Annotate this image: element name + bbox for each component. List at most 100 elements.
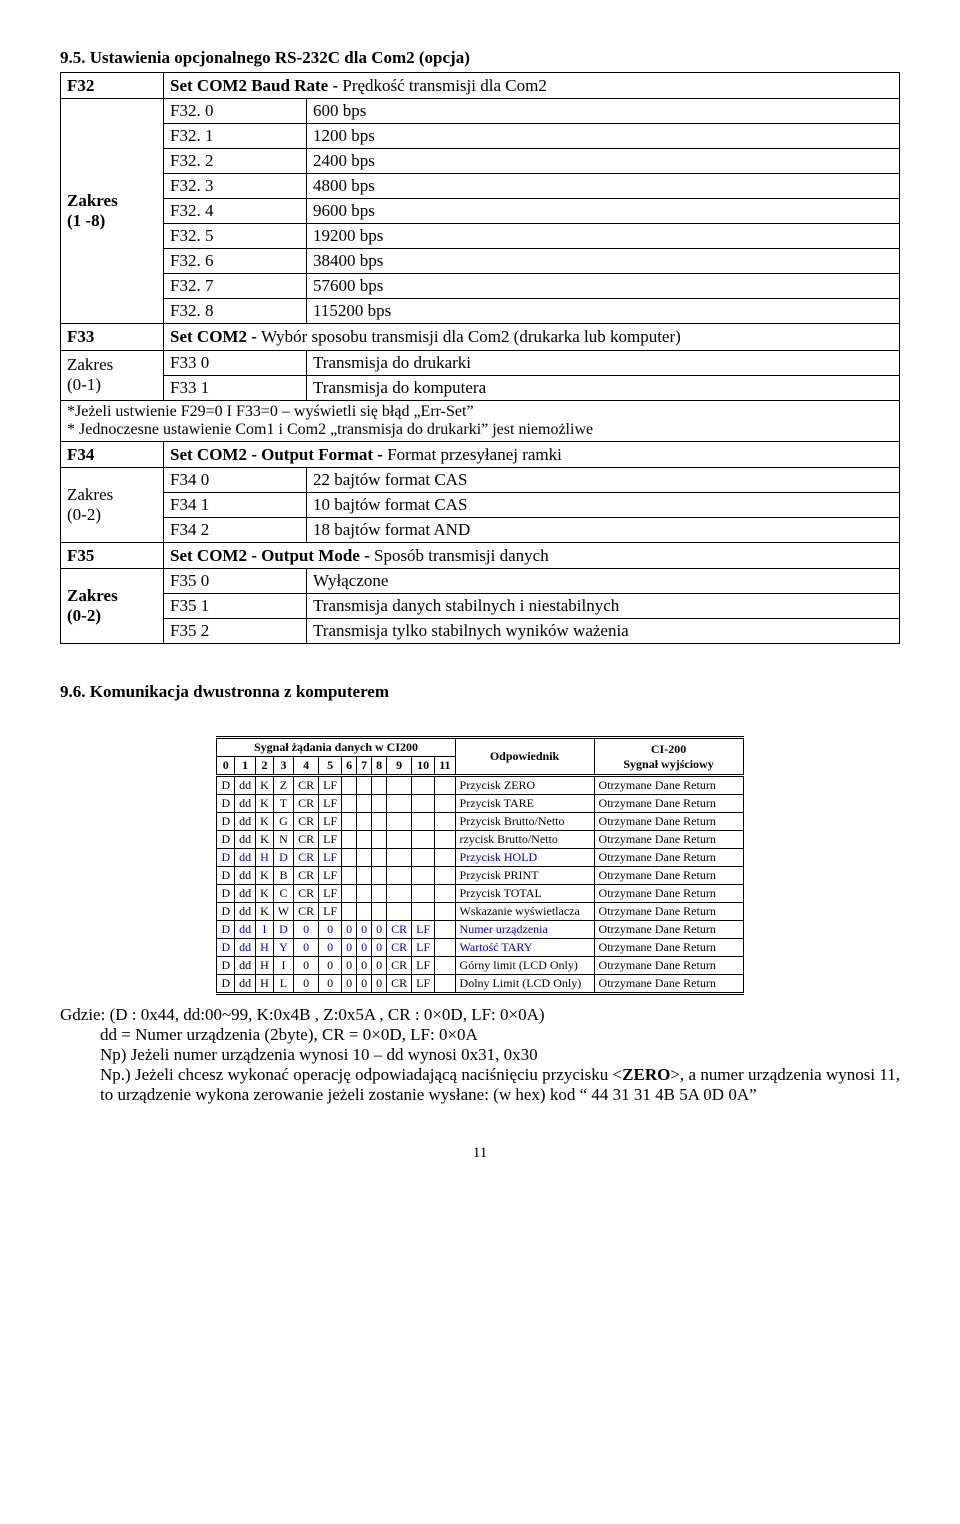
heading-96: 9.6. Komunikacja dwustronna z komputerem [60,682,900,702]
signal-cell: D [217,921,235,939]
signal-cell: 0 [294,939,319,957]
signal-cell: 0 [372,921,387,939]
signal-cell: D [217,903,235,921]
signal-row: DddKGCRLFPrzycisk Brutto/NettoOtrzymane … [217,813,743,831]
f33-r1-c: F33 1 [164,375,307,400]
f34-r1-v: 10 bajtów format CAS [307,492,900,517]
signal-cell: L [273,975,293,994]
f32-r4-v: 9600 bps [307,199,900,224]
signal-cell: LF [319,849,342,867]
signal-cell: dd [235,939,256,957]
f32-r4-c: F32. 4 [164,199,307,224]
signal-cell [357,867,372,885]
signal-cell: Y [273,939,293,957]
signal-cell: 0 [342,939,357,957]
signal-cell: dd [235,975,256,994]
f34-range: Zakres(0-2) [61,467,164,542]
signal-cell: 0 [342,921,357,939]
f33-r0-c: F33 0 [164,350,307,375]
footer-l1: Gdzie: (D : 0x44, dd:00~99, K:0x4B , Z:0… [60,1005,900,1025]
signal-cell [412,776,435,795]
f32-label: F32 [61,73,164,99]
signal-cell [435,939,455,957]
signal-cell [342,813,357,831]
signal-cell: 0 [357,957,372,975]
signal-cell [435,867,455,885]
signal-desc: Dolny Limit (LCD Only) [455,975,594,994]
f32-r5-v: 19200 bps [307,224,900,249]
signal-cell: CR [387,975,412,994]
signal-output: Otrzymane Dane Return [594,921,743,939]
signal-cell: LF [319,867,342,885]
signal-cell [342,795,357,813]
signal-cell: H [256,975,274,994]
signal-cell [357,885,372,903]
signal-cell: D [217,939,235,957]
f34-r2-v: 18 bajtów format AND [307,517,900,542]
f34-label: F34 [61,441,164,467]
signal-desc: Przycisk ZERO [455,776,594,795]
signal-cell: CR [294,813,319,831]
signal-cell [342,776,357,795]
signal-cell [412,795,435,813]
signal-cell: H [256,957,274,975]
signal-cell [435,957,455,975]
signal-cell: 0 [319,975,342,994]
signal-desc: Górny limit (LCD Only) [455,957,594,975]
signal-cell: Z [273,776,293,795]
f34-r0-v: 22 bajtów format CAS [307,467,900,492]
f32-r3-v: 4800 bps [307,174,900,199]
signal-cell [412,813,435,831]
signal-cell: I [256,921,274,939]
signal-cell [387,813,412,831]
signal-cell: 0 [372,939,387,957]
signal-cell [435,831,455,849]
signal-cell [342,885,357,903]
signal-cell: 0 [372,975,387,994]
signal-cell: dd [235,957,256,975]
signal-cell: D [273,921,293,939]
settings-table: F32 Set COM2 Baud Rate - Prędkość transm… [60,72,900,644]
signal-cell [357,831,372,849]
signal-cell: 0 [319,939,342,957]
signal-cell [372,903,387,921]
signal-cell [435,903,455,921]
signal-output: Otrzymane Dane Return [594,776,743,795]
signal-cell: D [217,795,235,813]
signal-cell: 0 [319,957,342,975]
f35-r0-c: F35 0 [164,569,307,594]
signal-cell: CR [294,885,319,903]
signal-row: DddKBCRLFPrzycisk PRINTOtrzymane Dane Re… [217,867,743,885]
signal-cell [435,795,455,813]
signal-cell [435,776,455,795]
signal-cell [372,795,387,813]
signal-row: DddHI00000CRLFGórny limit (LCD Only)Otrz… [217,957,743,975]
signal-cell: LF [412,939,435,957]
signal-cell [357,776,372,795]
signal-cell [387,795,412,813]
f33-range: Zakres(0-1) [61,350,164,400]
signal-output: Otrzymane Dane Return [594,957,743,975]
signal-cell: LF [319,903,342,921]
signal-cell: CR [387,957,412,975]
f32-r1-v: 1200 bps [307,124,900,149]
signal-cell: dd [235,795,256,813]
signal-cell: D [217,867,235,885]
signal-desc: rzycisk Brutto/Netto [455,831,594,849]
signal-cell [372,885,387,903]
signal-cell [435,885,455,903]
signal-head-left: Sygnał żądania danych w CI200 [217,738,455,757]
signal-cell [372,813,387,831]
f33-label: F33 [61,324,164,350]
f34-r0-c: F34 0 [164,467,307,492]
footer-l2: dd = Numer urządzenia (2byte), CR = 0×0D… [100,1025,900,1045]
signal-desc: Przycisk TARE [455,795,594,813]
signal-cell: K [256,831,274,849]
signal-cell: H [256,849,274,867]
signal-cell: dd [235,813,256,831]
signal-output: Otrzymane Dane Return [594,849,743,867]
signal-row: DddHDCRLFPrzycisk HOLDOtrzymane Dane Ret… [217,849,743,867]
signal-cell: CR [387,939,412,957]
signal-cell [342,849,357,867]
signal-cell: H [256,939,274,957]
